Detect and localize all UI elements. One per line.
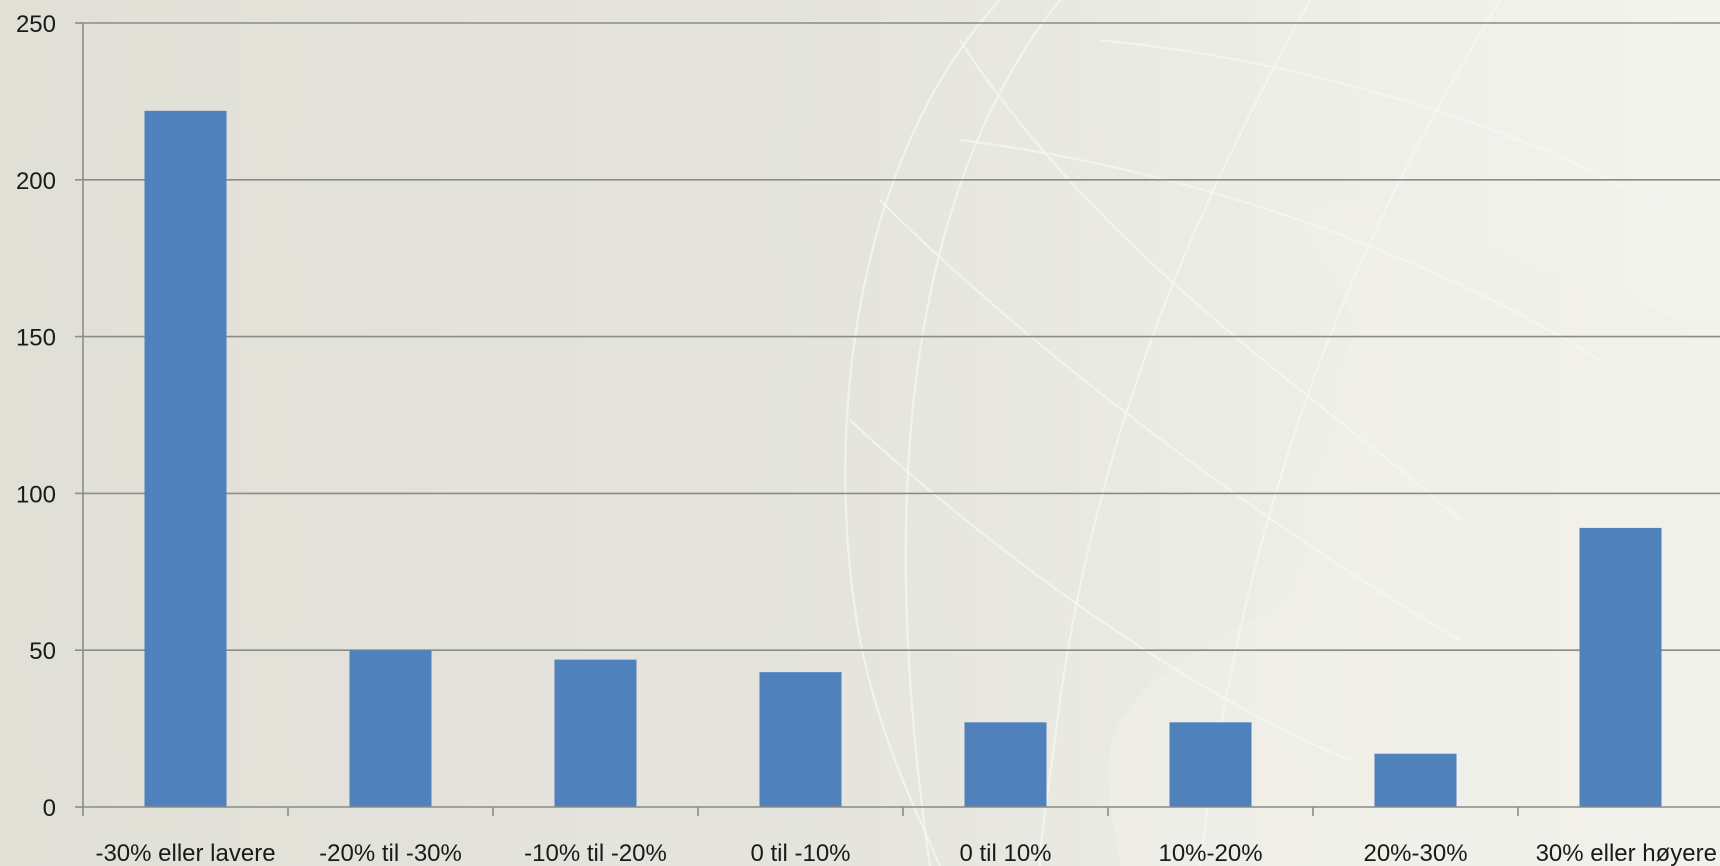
y-tick-label: 100 <box>16 481 56 508</box>
bar-1 <box>349 650 432 807</box>
x-category-label: 10%-20% <box>1158 840 1262 866</box>
x-category-label: 20%-30% <box>1363 840 1467 866</box>
globe-background <box>844 0 1720 866</box>
x-category-label: 30% eller høyere <box>1536 840 1717 866</box>
axes <box>75 22 1720 816</box>
x-category-label: -20% til -30% <box>319 840 462 866</box>
bars <box>144 110 1662 808</box>
bar-5 <box>1169 722 1252 807</box>
bar-4 <box>964 722 1047 807</box>
y-tick-label: 150 <box>16 325 56 352</box>
x-category-label: -30% eller lavere <box>95 840 275 866</box>
bar-7 <box>1579 527 1662 807</box>
bar-6 <box>1374 753 1457 807</box>
bar-2 <box>554 659 637 807</box>
y-tick-label: 250 <box>16 11 56 38</box>
x-axis-category-labels: -30% eller lavere -20% til -30% -10% til -… <box>95 840 1717 866</box>
x-category-label: 0 til -10% <box>750 840 850 866</box>
y-tick-label: 0 <box>43 795 56 822</box>
x-category-label: 0 til 10% <box>959 840 1051 866</box>
y-tick-label: 50 <box>29 638 56 665</box>
y-axis-tick-labels: 0 50 100 150 200 250 <box>16 11 56 822</box>
y-tick-label: 200 <box>16 168 56 195</box>
gridlines <box>83 22 1720 652</box>
bar-3 <box>759 672 842 807</box>
x-category-label: -10% til -20% <box>524 840 667 866</box>
bar-0 <box>144 110 227 808</box>
